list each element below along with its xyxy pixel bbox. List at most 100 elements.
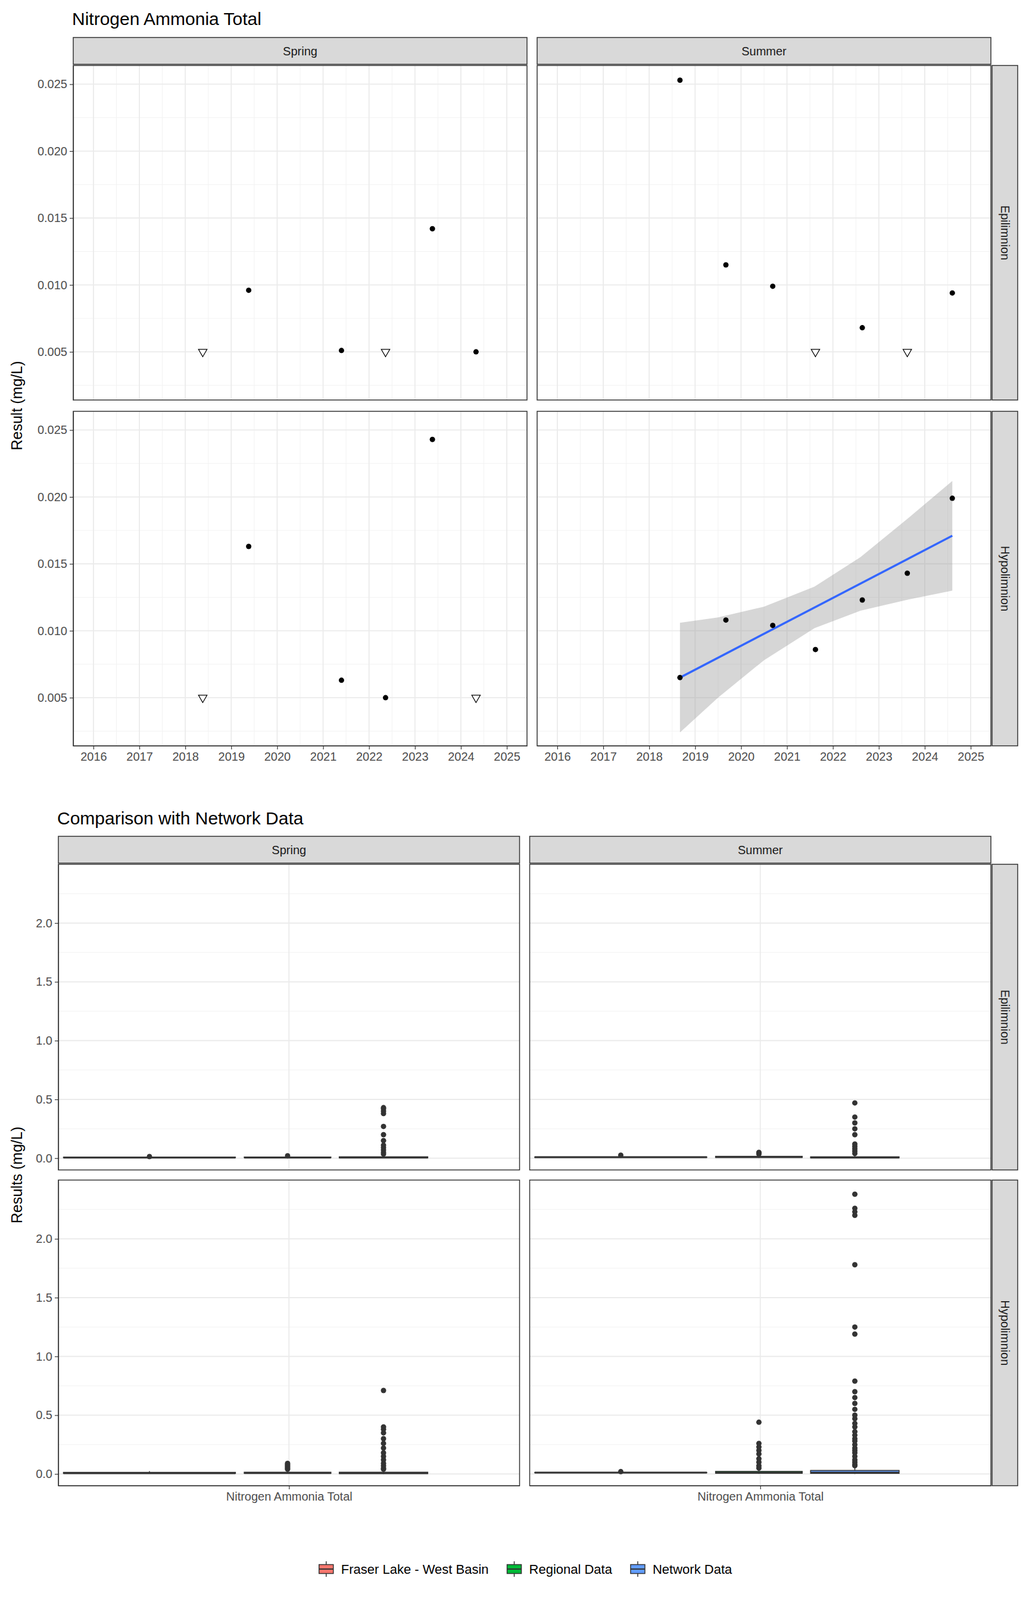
grid-line: [230, 65, 232, 401]
grid-line: [832, 65, 834, 401]
panel-background: [58, 864, 520, 1171]
tick-label: 1.5: [35, 1291, 53, 1305]
grid-line: [138, 411, 140, 747]
tick-label: 2016: [544, 750, 572, 764]
tick-label: 2017: [590, 750, 617, 764]
minor-grid: [253, 411, 255, 747]
chart-title: Comparison with Network Data: [57, 808, 304, 829]
minor-grid: [580, 65, 581, 401]
outlier: [852, 1332, 858, 1338]
grid-line: [322, 65, 324, 401]
median: [244, 1472, 332, 1475]
point: [382, 695, 389, 701]
tick-mark: [69, 217, 74, 219]
tick-mark: [54, 1099, 59, 1101]
minor-grid: [161, 65, 163, 401]
tick-label: 0.005: [37, 691, 68, 705]
tick: 2022: [356, 746, 383, 764]
tick-mark: [54, 981, 59, 983]
tick: 0.025: [37, 77, 74, 91]
tick-label: 2018: [635, 750, 663, 764]
tick-label: 0.010: [37, 624, 68, 638]
outlier: [756, 1420, 762, 1426]
axis: 0.00.51.01.52.0: [35, 865, 59, 1172]
point: [812, 647, 819, 653]
strip-label: Epilimnion: [998, 990, 1012, 1046]
outlier: [852, 1192, 858, 1198]
tick: 2017: [590, 746, 617, 764]
tick-label: 1.0: [35, 1350, 53, 1364]
minor-grid: [391, 65, 393, 401]
grid-line: [786, 411, 788, 747]
tick-mark: [93, 746, 95, 750]
chart-title: Nitrogen Ammonia Total: [72, 8, 262, 29]
outlier: [852, 1421, 858, 1427]
grid-line: [556, 65, 558, 401]
axis-line: [73, 412, 74, 747]
outlier: [381, 1105, 387, 1111]
panel-background: [537, 411, 991, 747]
minor-grid: [671, 65, 673, 401]
axis: 2016201720182019202020212022202320242025: [537, 746, 992, 764]
outlier: [852, 1324, 858, 1331]
minor-grid: [116, 411, 117, 747]
axis: 0.0050.0100.0150.0200.025: [37, 412, 74, 747]
legend: Fraser Lake - West BasinRegional DataNet…: [319, 1561, 733, 1578]
tick-mark: [369, 746, 370, 750]
point: [245, 544, 252, 550]
point: [949, 496, 956, 502]
tick-label: 2022: [819, 750, 847, 764]
grid-line: [288, 864, 290, 1171]
tick-label: 2023: [401, 750, 429, 764]
minor-grid: [855, 65, 857, 401]
outlier: [852, 1379, 858, 1385]
tick: 2016: [80, 746, 108, 764]
grid-line: [924, 65, 926, 401]
axis-line: [73, 66, 74, 401]
grid-line: [648, 411, 650, 747]
axis-line: [58, 1180, 59, 1487]
legend-item: Network Data: [630, 1561, 733, 1578]
legend-key: [507, 1565, 522, 1575]
trend-line: [680, 535, 953, 678]
tick-mark: [69, 497, 74, 498]
tick-mark: [185, 746, 186, 750]
tick-mark: [69, 83, 74, 85]
marks: [534, 1100, 900, 1159]
grid-line: [73, 83, 528, 86]
point: [902, 349, 912, 357]
legend-key: [630, 1569, 645, 1571]
point: [722, 617, 729, 623]
tick: 1.5: [35, 975, 59, 989]
tick-mark: [833, 746, 834, 750]
tick-mark: [603, 746, 604, 750]
tick-label: 0.010: [37, 278, 68, 292]
tick: 1.0: [35, 1350, 59, 1364]
strip: [537, 37, 991, 65]
tick-mark: [415, 746, 416, 750]
tick: 2.0: [35, 1232, 59, 1246]
tick-label: 2020: [264, 750, 292, 764]
grid-line: [786, 65, 788, 401]
panel-background: [73, 65, 528, 401]
minor-grid: [764, 65, 765, 401]
grid-line: [556, 411, 558, 747]
minor-grid: [345, 65, 347, 401]
panel-background: [529, 1180, 992, 1487]
marks: [534, 1192, 900, 1476]
legend-key: [319, 1565, 334, 1575]
legend-label: Fraser Lake - West Basin: [341, 1562, 489, 1578]
confidence-band: [680, 481, 953, 734]
grid-line: [73, 284, 528, 286]
box: [810, 1157, 900, 1159]
tick-mark: [69, 429, 74, 431]
minor-grid: [161, 411, 163, 747]
tick: 2017: [126, 746, 154, 764]
tick: 0.015: [37, 557, 74, 571]
strip: [58, 836, 520, 864]
median: [339, 1472, 429, 1475]
grid-line: [73, 351, 528, 353]
box: [715, 1472, 803, 1474]
tick-mark: [970, 746, 972, 750]
strip: [73, 37, 528, 65]
